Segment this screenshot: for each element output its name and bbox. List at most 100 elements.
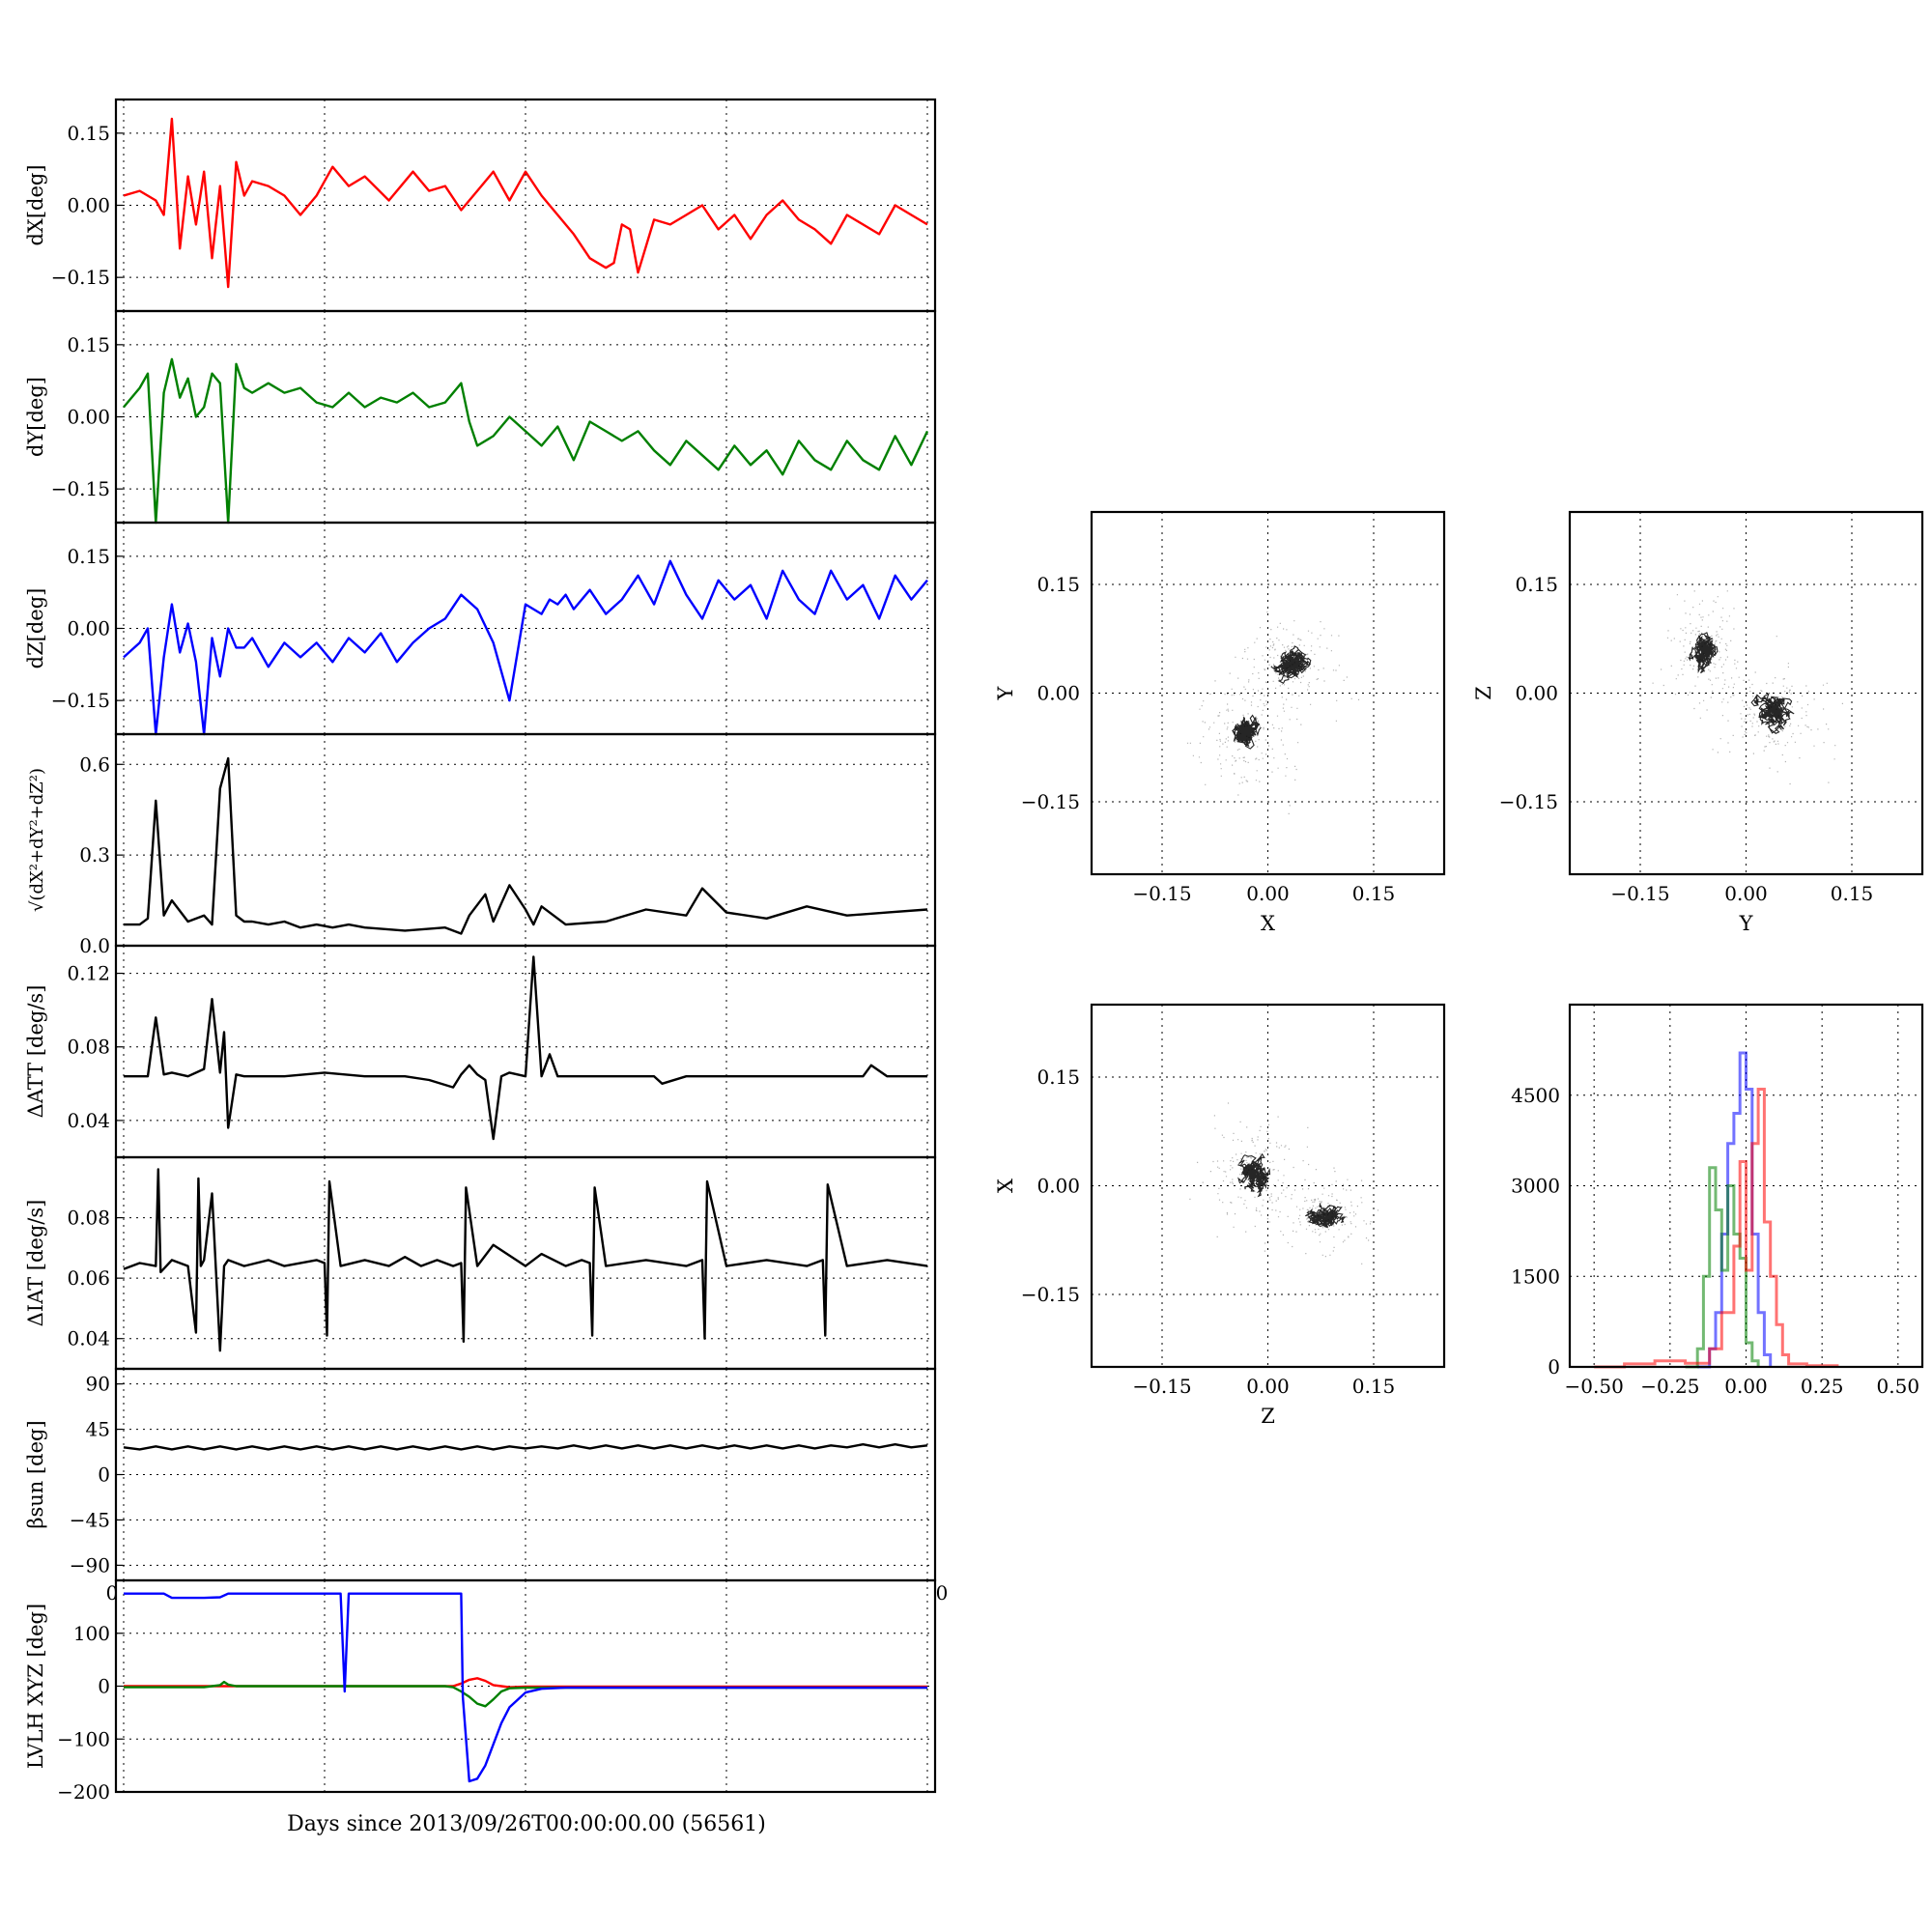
cluster-scatter-1: [1259, 1163, 1379, 1264]
y-axis-label: dY[deg]: [24, 377, 47, 457]
cluster-0: [1237, 1152, 1271, 1198]
time-series-panel-dz: −0.15 0.00 0.15 dZ[deg]: [24, 521, 937, 736]
y-tick-label: 0.15: [1037, 573, 1080, 596]
y-tick-label: −0.15: [51, 266, 110, 289]
data-series-0: [123, 1168, 928, 1352]
x-tick-label: −0.25: [1640, 1375, 1699, 1398]
x-tick-label: −0.50: [1565, 1375, 1624, 1398]
y-axis-label: LVLH XYZ [deg]: [24, 1604, 47, 1769]
time-series-panel-magnitude: 0.0 0.3 0.6 √(dX²+dY²+dZ²): [27, 732, 937, 957]
x-tick-label: 0.15: [1352, 1375, 1396, 1398]
y-axis-label: βsun [deg]: [24, 1420, 47, 1528]
y-tick-label: 0.15: [1515, 573, 1558, 596]
y-tick-label: −100: [57, 1727, 110, 1750]
y-tick-label: −0.15: [1499, 790, 1558, 813]
y-tick-label: 0.04: [67, 1109, 110, 1132]
y-tick-label: 0.00: [67, 617, 110, 640]
data-series-0: [123, 117, 928, 289]
y-tick-label: 0.0: [79, 934, 110, 957]
y-axis-label: ΔIAT [deg/s]: [24, 1200, 47, 1327]
x-tick-label: 0: [936, 1581, 949, 1605]
cluster-scatter-0: [1189, 1102, 1323, 1244]
x-axis-label: Y: [1739, 912, 1754, 935]
data-series-1: [124, 1680, 927, 1708]
y-tick-label: 1500: [1511, 1264, 1560, 1288]
y-tick-label: 0: [98, 1463, 110, 1487]
y-tick-label: −45: [70, 1508, 110, 1531]
y-tick-label: 0: [1548, 1355, 1560, 1378]
y-tick-label: 0.00: [67, 194, 110, 217]
y-tick-label: 0.00: [67, 406, 110, 429]
y-tick-label: 0.00: [1515, 682, 1558, 705]
x-tick-label: 0.15: [1831, 882, 1874, 905]
y-tick-label: 0.15: [67, 545, 110, 568]
time-series-panel-beta-sun: −90 −45 0 45 90 βsun [deg]: [24, 1367, 937, 1582]
hist-series-2: [1594, 1088, 1839, 1369]
y-tick-label: −0.15: [1021, 790, 1080, 813]
hist-series-0: [1697, 1051, 1773, 1369]
data-series-0: [124, 955, 927, 1141]
y-tick-label: 0.00: [1037, 1175, 1080, 1198]
y-tick-label: −0.15: [51, 689, 110, 712]
panel-frame: [114, 1578, 937, 1794]
y-axis-label: Y: [994, 685, 1017, 700]
y-tick-label: 0.06: [67, 1266, 110, 1290]
y-tick-label: 45: [86, 1418, 110, 1441]
x-tick-label: 0.50: [1877, 1375, 1920, 1398]
x-axis-label: Days since 2013/09/26T00:00:00.00 (56561…: [287, 1812, 766, 1836]
y-axis-label: ΔATT [deg/s]: [24, 985, 47, 1119]
x-tick-label: 0.15: [1352, 882, 1396, 905]
y-tick-label: 0.04: [67, 1327, 110, 1350]
y-tick-label: −0.15: [51, 477, 110, 500]
cluster-1: [1232, 714, 1262, 750]
x-tick-label: 0.00: [1246, 882, 1290, 905]
data-series-0: [123, 559, 928, 736]
x-tick-label: 0.25: [1801, 1375, 1844, 1398]
scatter-panel-z-x: −0.15 0.00 0.15 −0.15 0.00 0.15 Z X: [994, 1003, 1446, 1428]
y-tick-label: 4500: [1511, 1084, 1560, 1107]
y-tick-label: 0.12: [67, 962, 110, 985]
time-series-panel-delta-att: 0.04 0.08 0.12 ΔATT [deg/s]: [24, 944, 937, 1159]
data-series-0: [123, 1442, 928, 1451]
hist-series-1: [1685, 1166, 1760, 1369]
y-tick-label: 0.08: [67, 1207, 110, 1230]
time-series-panel-lvlh: −200 −100 0 100 LVLH XYZ [deg] 0 0: [24, 1578, 949, 1804]
y-axis-label: Z: [1472, 686, 1495, 700]
y-tick-label: −200: [57, 1780, 110, 1804]
y-tick-label: 0.15: [67, 333, 110, 356]
panel-frame: [1568, 1003, 1924, 1369]
data-series-2: [124, 1592, 927, 1783]
time-series-panel-delta-iat: 0.04 0.06 0.08 ΔIAT [deg/s]: [24, 1155, 937, 1371]
panel-frame: [1568, 510, 1924, 876]
cluster-1: [1305, 1203, 1348, 1229]
cluster-scatter-1: [1186, 670, 1302, 814]
y-tick-label: 0.3: [79, 843, 110, 867]
panel-frame: [114, 944, 937, 1159]
scatter-panel-y-z: −0.15 0.00 0.15 −0.15 0.00 0.15 Y Z: [1472, 510, 1924, 935]
cluster-1: [1750, 692, 1795, 734]
x-axis-label: X: [1261, 912, 1275, 935]
cluster-0: [1270, 645, 1312, 684]
x-tick-label: 0.00: [1724, 1375, 1768, 1398]
cluster-scatter-0: [1231, 611, 1360, 729]
cluster-scatter-1: [1706, 636, 1843, 785]
y-axis-label: dX[deg]: [24, 164, 47, 245]
y-tick-label: 0: [98, 1675, 110, 1698]
time-series-panel-dy: −0.15 0.00 0.15 dY[deg]: [24, 309, 937, 525]
scatter-panel-x-y: −0.15 0.00 0.15 −0.15 0.00 0.15 X Y: [994, 510, 1446, 935]
y-axis-label: X: [994, 1179, 1017, 1193]
panel-frame: [1090, 510, 1446, 876]
y-tick-label: 0.6: [79, 753, 110, 776]
panel-frame: [114, 732, 937, 948]
x-tick-label: 0: [106, 1581, 119, 1605]
y-tick-label: −90: [70, 1553, 110, 1577]
cluster-0: [1688, 632, 1719, 674]
y-tick-label: 0.08: [67, 1036, 110, 1059]
y-axis-label: dZ[deg]: [24, 588, 47, 669]
data-series-0: [124, 756, 928, 935]
data-series-0: [123, 357, 929, 525]
x-tick-label: 0.00: [1246, 1375, 1290, 1398]
x-tick-label: −0.15: [1132, 1375, 1191, 1398]
histogram-panel: −0.50 −0.25 0.00 0.25 0.50 0 1500 3000 4500: [1511, 1003, 1924, 1398]
